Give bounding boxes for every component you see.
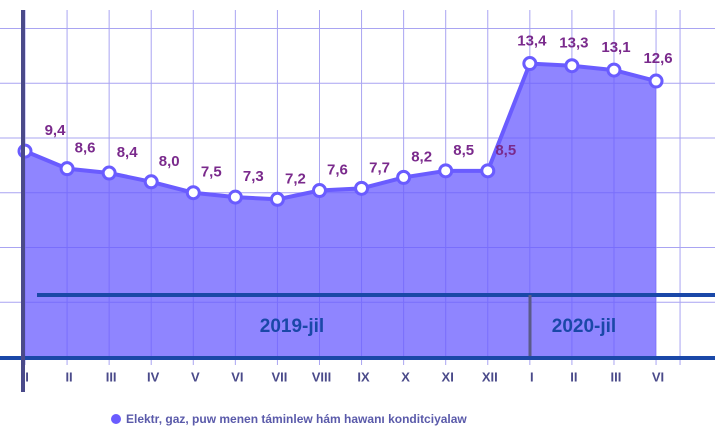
data-label: 8,0 [159,153,180,170]
x-tick-label: IX [357,369,370,384]
period-label: 2019-jil [260,316,324,337]
x-tick-label: III [106,369,117,384]
point [354,180,370,196]
data-label: 7,2 [285,170,306,187]
series: 9,4 8,6 8,4 8,0 7,5 7,3 7,2 7,6 7,7 8,2 8,5 8,5 13,4… [17,32,673,357]
data-label: 7,5 [201,164,222,181]
data-label: 7,3 [243,168,264,185]
x-tick-label: II [570,369,577,384]
x-tick-label: VII [271,369,287,384]
data-label: 13,4 [517,32,547,49]
x-tick-label: XI [442,369,454,384]
legend-label: Elektr, gaz, puw menen táminlew hám hawa… [126,412,467,426]
data-label: 7,7 [369,159,390,176]
data-label: 7,6 [327,162,348,179]
x-tick-label: XII [482,369,498,384]
data-label: 9,4 [45,122,67,139]
x-tick-label: III [611,369,622,384]
area-fill [25,63,657,357]
data-label: 8,4 [117,144,139,161]
point [143,174,159,190]
x-tick-label: VIII [312,369,332,384]
x-tick-label: I [25,369,29,384]
data-label: 8,5 [453,142,474,159]
x-tick-label: VI [652,369,664,384]
point [227,189,243,205]
period-label: 2020-jil [552,316,616,337]
x-tick-label: VI [231,369,243,384]
x-tick-label: II [65,369,72,384]
point [438,163,454,179]
data-label: 8,5 [495,142,516,159]
point [185,185,201,201]
x-tick-label: V [191,369,200,384]
data-label: 8,6 [75,140,96,157]
point [101,165,117,181]
point [59,161,75,177]
data-label: 13,3 [559,35,588,52]
point [522,56,538,72]
legend-marker [111,414,121,424]
point [564,58,580,74]
data-label: 8,2 [411,148,432,165]
point [269,191,285,207]
point [648,73,664,89]
x-tick-label: I [530,369,534,384]
data-label: 12,6 [643,50,672,67]
point [311,183,327,199]
point [606,62,622,78]
x-tick-label: IV [147,369,160,384]
point [396,169,412,185]
line [24,61,657,202]
x-tick-label: X [401,369,410,384]
data-label: 13,1 [601,39,630,56]
point [480,163,496,179]
